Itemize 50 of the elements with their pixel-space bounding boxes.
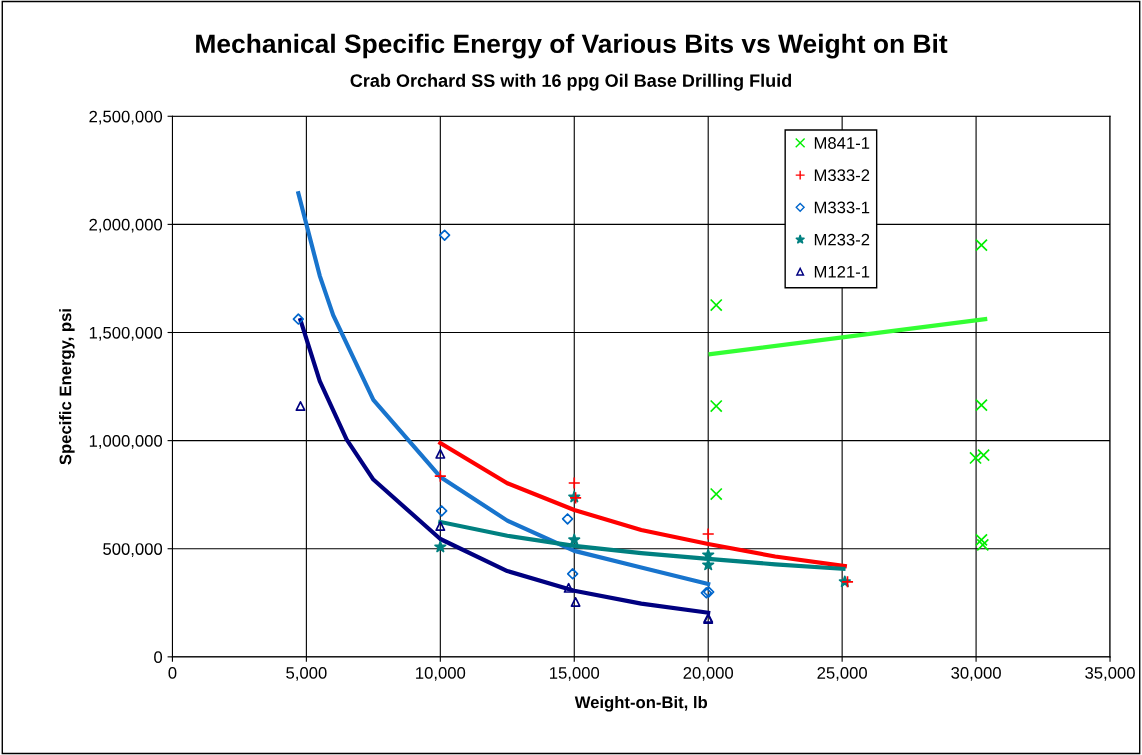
chart-subtitle: Crab Orchard SS with 16 ppg Oil Base Drilling Fluid (350, 73, 792, 91)
point (976, 538, 990, 552)
y-tick-label: 500,000 (103, 543, 163, 557)
point (975, 238, 988, 252)
x-tick-label: 30,000 (951, 667, 1001, 681)
point (438, 229, 451, 241)
x-tick-label: 35,000 (1085, 667, 1135, 681)
point (701, 527, 715, 541)
point (969, 451, 982, 465)
point (975, 533, 988, 547)
point (709, 487, 723, 501)
point (433, 469, 447, 483)
y-tick-label: 2,500,000 (89, 110, 163, 125)
line-series (296, 191, 711, 587)
legend-label: M333-1 (814, 201, 870, 214)
x-tick-label: 20,000 (683, 667, 734, 681)
point (975, 398, 988, 412)
x-tick-label: 25,000 (817, 667, 867, 681)
y-tick-label: 1,500,000 (89, 326, 163, 341)
point (702, 548, 715, 561)
point (563, 582, 574, 593)
y-tick-label: 2,000,000 (89, 218, 163, 233)
point (709, 399, 723, 413)
point (435, 521, 446, 532)
point (568, 533, 581, 546)
point (434, 540, 447, 553)
legend-label: M233-2 (814, 233, 870, 246)
point (561, 513, 574, 525)
x-axis-title: Weight-on-Bit, lb (574, 696, 708, 712)
point (292, 313, 305, 325)
legend-label: M841-1 (814, 137, 870, 149)
point (295, 401, 306, 412)
chart-title: Mechanical Specific Energy of Various Bits vs Weight on Bit (196, 33, 948, 59)
point (435, 448, 446, 459)
y-axis-title: Specific Energy, psi (59, 309, 75, 465)
y-tick-label: 1,000,000 (89, 435, 163, 449)
x-tick-label: 0 (168, 667, 177, 679)
point (567, 476, 581, 490)
point (977, 448, 990, 462)
point (709, 298, 723, 312)
legend-label: M121-1 (814, 265, 870, 278)
point (566, 568, 579, 580)
y-tick-label: 0 (154, 651, 163, 664)
point (435, 505, 448, 517)
x-tick-label: 10,000 (416, 667, 466, 681)
x-tick-label: 5,000 (286, 667, 327, 681)
line-series (438, 440, 847, 569)
point (570, 596, 581, 607)
x-tick-label: 15,000 (550, 667, 600, 681)
legend-label: M333-2 (814, 169, 870, 182)
